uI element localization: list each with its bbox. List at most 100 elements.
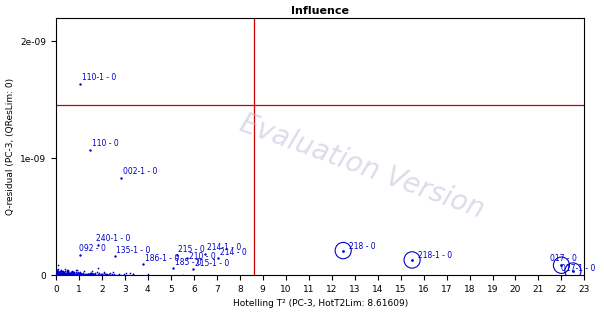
Point	[59, 272, 69, 277]
Point	[57, 272, 66, 277]
Point	[63, 272, 73, 277]
Text: 017 - 0: 017 - 0	[550, 254, 577, 263]
Point	[54, 271, 63, 276]
Point	[77, 272, 86, 277]
Point	[66, 271, 76, 276]
Point	[56, 272, 65, 277]
Point	[70, 272, 80, 277]
Point	[60, 271, 69, 276]
Point	[56, 272, 65, 277]
Point	[75, 271, 85, 276]
Point	[57, 272, 67, 277]
Text: Evaluation Version: Evaluation Version	[236, 110, 489, 224]
Point	[53, 270, 62, 275]
Point	[88, 272, 98, 277]
Point	[67, 272, 77, 277]
Point	[57, 272, 67, 277]
Point	[98, 272, 108, 277]
Point	[68, 269, 78, 274]
Point	[66, 270, 76, 275]
Point	[63, 272, 72, 277]
Point	[97, 271, 106, 276]
Point	[53, 267, 63, 272]
Point	[64, 271, 74, 276]
Point	[65, 271, 74, 276]
Point	[66, 272, 76, 277]
Point	[53, 272, 62, 277]
Text: 210 - 0: 210 - 0	[189, 252, 216, 261]
Point	[67, 272, 77, 277]
Point	[90, 271, 100, 276]
Point	[58, 271, 68, 276]
Point	[56, 269, 65, 274]
Text: 240-1 - 0: 240-1 - 0	[96, 234, 130, 243]
Point	[52, 269, 62, 274]
Point	[51, 271, 61, 276]
Point	[57, 272, 66, 277]
Point	[73, 272, 83, 277]
Point	[65, 272, 75, 277]
Point	[76, 271, 85, 276]
Point	[178, 272, 188, 277]
Point	[568, 268, 578, 273]
Point	[94, 272, 103, 277]
Point	[56, 271, 65, 276]
Point	[53, 272, 62, 277]
Point	[64, 272, 74, 277]
Point	[54, 272, 64, 277]
Point	[100, 273, 110, 278]
Y-axis label: Q-residual (PC-3, (QResLim: 0): Q-residual (PC-3, (QResLim: 0)	[5, 78, 14, 215]
Point	[64, 272, 74, 277]
Point	[53, 272, 62, 277]
Point	[106, 272, 115, 277]
Point	[67, 272, 77, 277]
Point	[66, 272, 76, 277]
Point	[68, 272, 78, 277]
Point	[51, 272, 61, 277]
Point	[58, 272, 68, 277]
Point	[52, 272, 62, 277]
Point	[68, 272, 77, 277]
Text: 215 - 0: 215 - 0	[178, 245, 205, 253]
Point	[75, 273, 85, 278]
Point	[80, 272, 90, 277]
Point	[188, 266, 198, 271]
Point	[66, 272, 76, 277]
Point	[88, 270, 97, 275]
Point	[66, 271, 76, 276]
Point	[102, 271, 112, 276]
Point	[172, 252, 181, 257]
Text: 214 - 0: 214 - 0	[220, 248, 246, 257]
Point	[96, 272, 106, 277]
Point	[77, 271, 86, 276]
Point	[56, 269, 66, 274]
Point	[94, 242, 103, 247]
Point	[108, 272, 117, 277]
Point	[63, 268, 72, 273]
Point	[63, 272, 72, 277]
Point	[138, 262, 148, 267]
Point	[57, 272, 66, 277]
Point	[56, 268, 66, 273]
Point	[60, 270, 70, 275]
Point	[55, 270, 65, 275]
Point	[51, 268, 61, 273]
Point	[54, 271, 63, 276]
Point	[70, 272, 80, 277]
Point	[100, 270, 109, 275]
Point	[54, 272, 64, 277]
Point	[128, 272, 138, 277]
Point	[52, 272, 62, 277]
Point	[71, 272, 80, 277]
Point	[54, 271, 64, 276]
Point	[75, 270, 85, 275]
Point	[56, 271, 66, 276]
Point	[82, 272, 91, 277]
Point	[69, 269, 79, 274]
Point	[54, 272, 63, 277]
Point	[104, 272, 114, 277]
Point	[54, 272, 64, 277]
Point	[86, 272, 96, 277]
Point	[59, 272, 68, 277]
Point	[57, 272, 66, 277]
